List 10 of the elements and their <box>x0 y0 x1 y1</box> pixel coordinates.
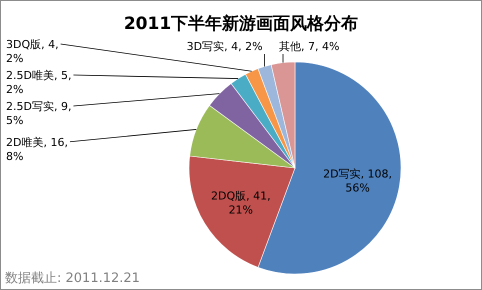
slice-label: 2.5D唯美, 5, 2% <box>6 69 72 96</box>
slice-label: 2DQ版, 41, 21% <box>210 189 271 216</box>
slice-label: 2D唯美, 16, 8% <box>6 136 68 163</box>
chart-title: 2011下半年新游画面风格分布 <box>124 14 358 34</box>
text: 数据截止: 2011.12.21 <box>5 271 140 286</box>
slice-label: 3DQ版, 4, 2% <box>6 38 59 65</box>
slice-label: 2D写实, 108, 56% <box>323 167 392 194</box>
slice-label: 2.5D写实, 9, 5% <box>6 100 72 127</box>
slice-label: 3D写实, 4, 2% <box>186 40 263 53</box>
slice-label: 其他, 7, 4% <box>279 40 340 53</box>
